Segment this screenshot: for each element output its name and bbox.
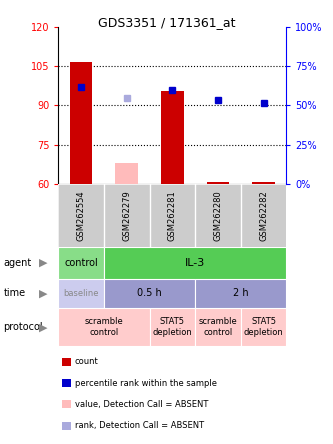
Text: 2 h: 2 h: [233, 289, 248, 298]
Text: GSM262554: GSM262554: [77, 190, 86, 241]
Text: 0.5 h: 0.5 h: [137, 289, 162, 298]
Bar: [58, 308, 150, 346]
Text: agent: agent: [3, 258, 32, 268]
Text: control: control: [64, 258, 98, 268]
Bar: [150, 308, 195, 346]
Text: count: count: [75, 357, 99, 366]
Text: time: time: [3, 289, 25, 298]
Text: GSM262282: GSM262282: [259, 190, 268, 241]
Bar: [206, 182, 229, 184]
Bar: [58, 247, 104, 279]
Text: STAT5
depletion: STAT5 depletion: [153, 317, 192, 337]
Bar: [104, 247, 286, 279]
Bar: [195, 279, 286, 308]
Bar: [161, 91, 184, 184]
Bar: [70, 62, 93, 184]
Text: protocol: protocol: [3, 322, 43, 332]
Bar: [195, 308, 241, 346]
Text: STAT5
depletion: STAT5 depletion: [244, 317, 283, 337]
Text: GSM262281: GSM262281: [168, 190, 177, 241]
Bar: [252, 182, 275, 184]
Bar: [241, 308, 286, 346]
Text: ▶: ▶: [39, 289, 48, 298]
Text: IL-3: IL-3: [185, 258, 205, 268]
Text: GDS3351 / 171361_at: GDS3351 / 171361_at: [98, 16, 235, 28]
Text: rank, Detection Call = ABSENT: rank, Detection Call = ABSENT: [75, 421, 204, 430]
Text: scramble
control: scramble control: [85, 317, 123, 337]
Text: GSM262280: GSM262280: [213, 190, 222, 241]
Text: ▶: ▶: [39, 322, 48, 332]
Bar: [104, 279, 195, 308]
Bar: [115, 163, 138, 184]
Text: ▶: ▶: [39, 258, 48, 268]
Text: baseline: baseline: [63, 289, 99, 298]
Text: scramble
control: scramble control: [198, 317, 237, 337]
Text: value, Detection Call = ABSENT: value, Detection Call = ABSENT: [75, 400, 208, 409]
Text: percentile rank within the sample: percentile rank within the sample: [75, 379, 217, 388]
Bar: [58, 279, 104, 308]
Text: GSM262279: GSM262279: [122, 190, 131, 241]
